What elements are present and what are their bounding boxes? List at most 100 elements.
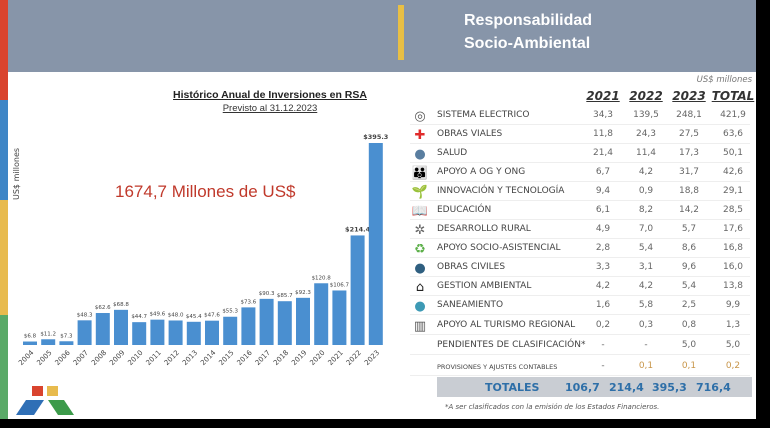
row-value: 34,3 (592, 110, 614, 120)
row-value: 6,1 (595, 205, 611, 215)
data-label: $214.4 (345, 225, 371, 233)
table-row: 🌱 INNOVACIÓN Y TECNOLOGÍA 9,4 0,9 18,8 29,1 (410, 182, 750, 201)
row-value: 5,8 (638, 300, 654, 310)
row-value: 4,2 (595, 281, 611, 291)
x-tick-label: 2017 (254, 349, 272, 367)
row-value: 21,4 (592, 148, 614, 158)
row-label: SISTEMA ELECTRICO (437, 110, 530, 120)
title-line-2: Socio-Ambiental (464, 35, 591, 52)
row-label: PENDIENTES DE CLASIFICACIÓN* (437, 340, 586, 350)
data-label: $7.3 (60, 333, 73, 339)
data-label: $47.6 (204, 313, 220, 319)
row-value: 5,4 (681, 281, 697, 291)
data-label: $395.3 (363, 133, 388, 141)
total-total: 716,4 (696, 381, 731, 394)
row-value: 7,0 (638, 224, 654, 234)
table-row: ⌂ GESTION AMBIENTAL 4,2 4,2 5,4 13,8 (410, 277, 750, 296)
x-tick-label: 2022 (345, 349, 363, 367)
table-row: ♻ APOYO SOCIO-ASISTENCIAL 2,8 5,4 8,6 16,8 (410, 239, 750, 258)
row-label: INNOVACIÓN Y TECNOLOGÍA (437, 186, 565, 196)
data-label: $73.6 (241, 299, 257, 305)
recycle-icon: ♻ (414, 241, 426, 257)
x-tick-label: 2021 (327, 349, 345, 367)
x-tick-label: 2018 (272, 349, 290, 367)
data-label: $68.8 (113, 302, 129, 308)
company-logo (16, 386, 74, 415)
x-tick-label: 2005 (35, 349, 53, 367)
bar-2008 (95, 313, 110, 345)
row-value: 17,3 (678, 148, 700, 158)
x-tick-label: 2006 (54, 348, 73, 367)
data-label: $45.4 (186, 314, 202, 320)
row-label: EDUCACIÓN (437, 205, 492, 215)
stripe-red (0, 0, 8, 100)
bar-2012 (168, 320, 183, 345)
row-value: 9,6 (681, 262, 697, 272)
bar-2004 (23, 341, 37, 345)
row-label: APOYO A OG Y ONG (437, 167, 526, 177)
row-value: 18,8 (678, 186, 700, 196)
slide: Responsabilidad Socio-Ambiental Históric… (0, 0, 756, 419)
x-tick-label: 2023 (363, 349, 381, 367)
title-line-1: Responsabilidad (464, 12, 593, 29)
data-label: $106.7 (330, 282, 350, 288)
row-value: 42,6 (722, 167, 744, 177)
bar-2017 (259, 298, 274, 345)
house-icon: ⌂ (415, 279, 425, 295)
x-tick-label: 2013 (181, 349, 199, 367)
row-value: 0,2 (725, 361, 741, 371)
accent-bar (398, 5, 404, 60)
bar-2014 (205, 320, 219, 345)
row-label: SANEAMIENTO (437, 300, 504, 310)
col-header-2022: 2022 (629, 89, 663, 103)
bar-2005 (41, 339, 56, 345)
row-label: DESARROLLO RURAL (437, 224, 531, 234)
row-label: OBRAS VIALES (437, 129, 503, 139)
row-label: OBRAS CIVILES (437, 262, 506, 272)
row-value: 3,3 (595, 262, 611, 272)
table-row: ▥ APOYO AL TURISMO REGIONAL 0,2 0,3 0,8 1,3 (410, 316, 750, 335)
data-label: $62.6 (95, 305, 111, 311)
bar-2019 (296, 297, 310, 345)
total-2022: 214,4 (609, 381, 644, 394)
row-value: 9,4 (595, 186, 611, 196)
bar-chart: $6.8 2004 $11.2 2005 $7.3 2006 $48.3 2007 $62.6 2… (17, 133, 388, 367)
row-value: 16,0 (722, 262, 744, 272)
bar-2006 (59, 341, 74, 345)
stripe-blue (0, 100, 8, 200)
data-label: $90.3 (259, 291, 275, 297)
x-tick-label: 2015 (217, 349, 235, 367)
row-value: 8,6 (681, 243, 697, 253)
data-label: $44.7 (131, 314, 147, 320)
bar-2013 (186, 321, 201, 345)
data-label: $85.7 (277, 293, 293, 299)
book-icon: 📖 (411, 203, 429, 219)
bar-2022 (350, 235, 365, 345)
row-label: GESTION AMBIENTAL (437, 281, 532, 291)
bar-2007 (77, 320, 92, 345)
row-value: 4,9 (595, 224, 611, 234)
bar-2020 (314, 283, 329, 345)
col-header-2023: 2023 (672, 89, 706, 103)
table-row: ● SANEAMIENTO 1,6 5,8 2,5 9,9 (410, 296, 750, 315)
row-value: 28,5 (722, 205, 744, 215)
stripe-yellow (0, 200, 8, 315)
x-tick-label: 2012 (163, 349, 181, 367)
row-value: 11,4 (635, 148, 657, 158)
x-tick-label: 2004 (17, 348, 36, 367)
col-header-2021: 2021 (586, 89, 620, 103)
row-label: PROVISIONES Y AJUSTES CONTABLES (437, 363, 558, 371)
units-label: US$ millones (696, 75, 752, 85)
row-value: 5,0 (725, 340, 741, 350)
stripe-green (0, 315, 8, 419)
row-value: - (601, 340, 605, 350)
data-label: $6.8 (24, 334, 37, 340)
row-value: 27,5 (678, 129, 700, 139)
row-value: 31,7 (678, 167, 700, 177)
x-tick-label: 2019 (290, 349, 308, 367)
table-row: ● OBRAS CIVILES 3,3 3,1 9,6 16,0 (410, 258, 750, 277)
data-label: $55.3 (222, 309, 238, 315)
table-row: 📖 EDUCACIÓN 6,1 8,2 14,2 28,5 (410, 201, 750, 220)
data-label: $48.0 (168, 312, 184, 318)
table-row: ✲ DESARROLLO RURAL 4,9 7,0 5,7 17,6 (410, 220, 750, 239)
